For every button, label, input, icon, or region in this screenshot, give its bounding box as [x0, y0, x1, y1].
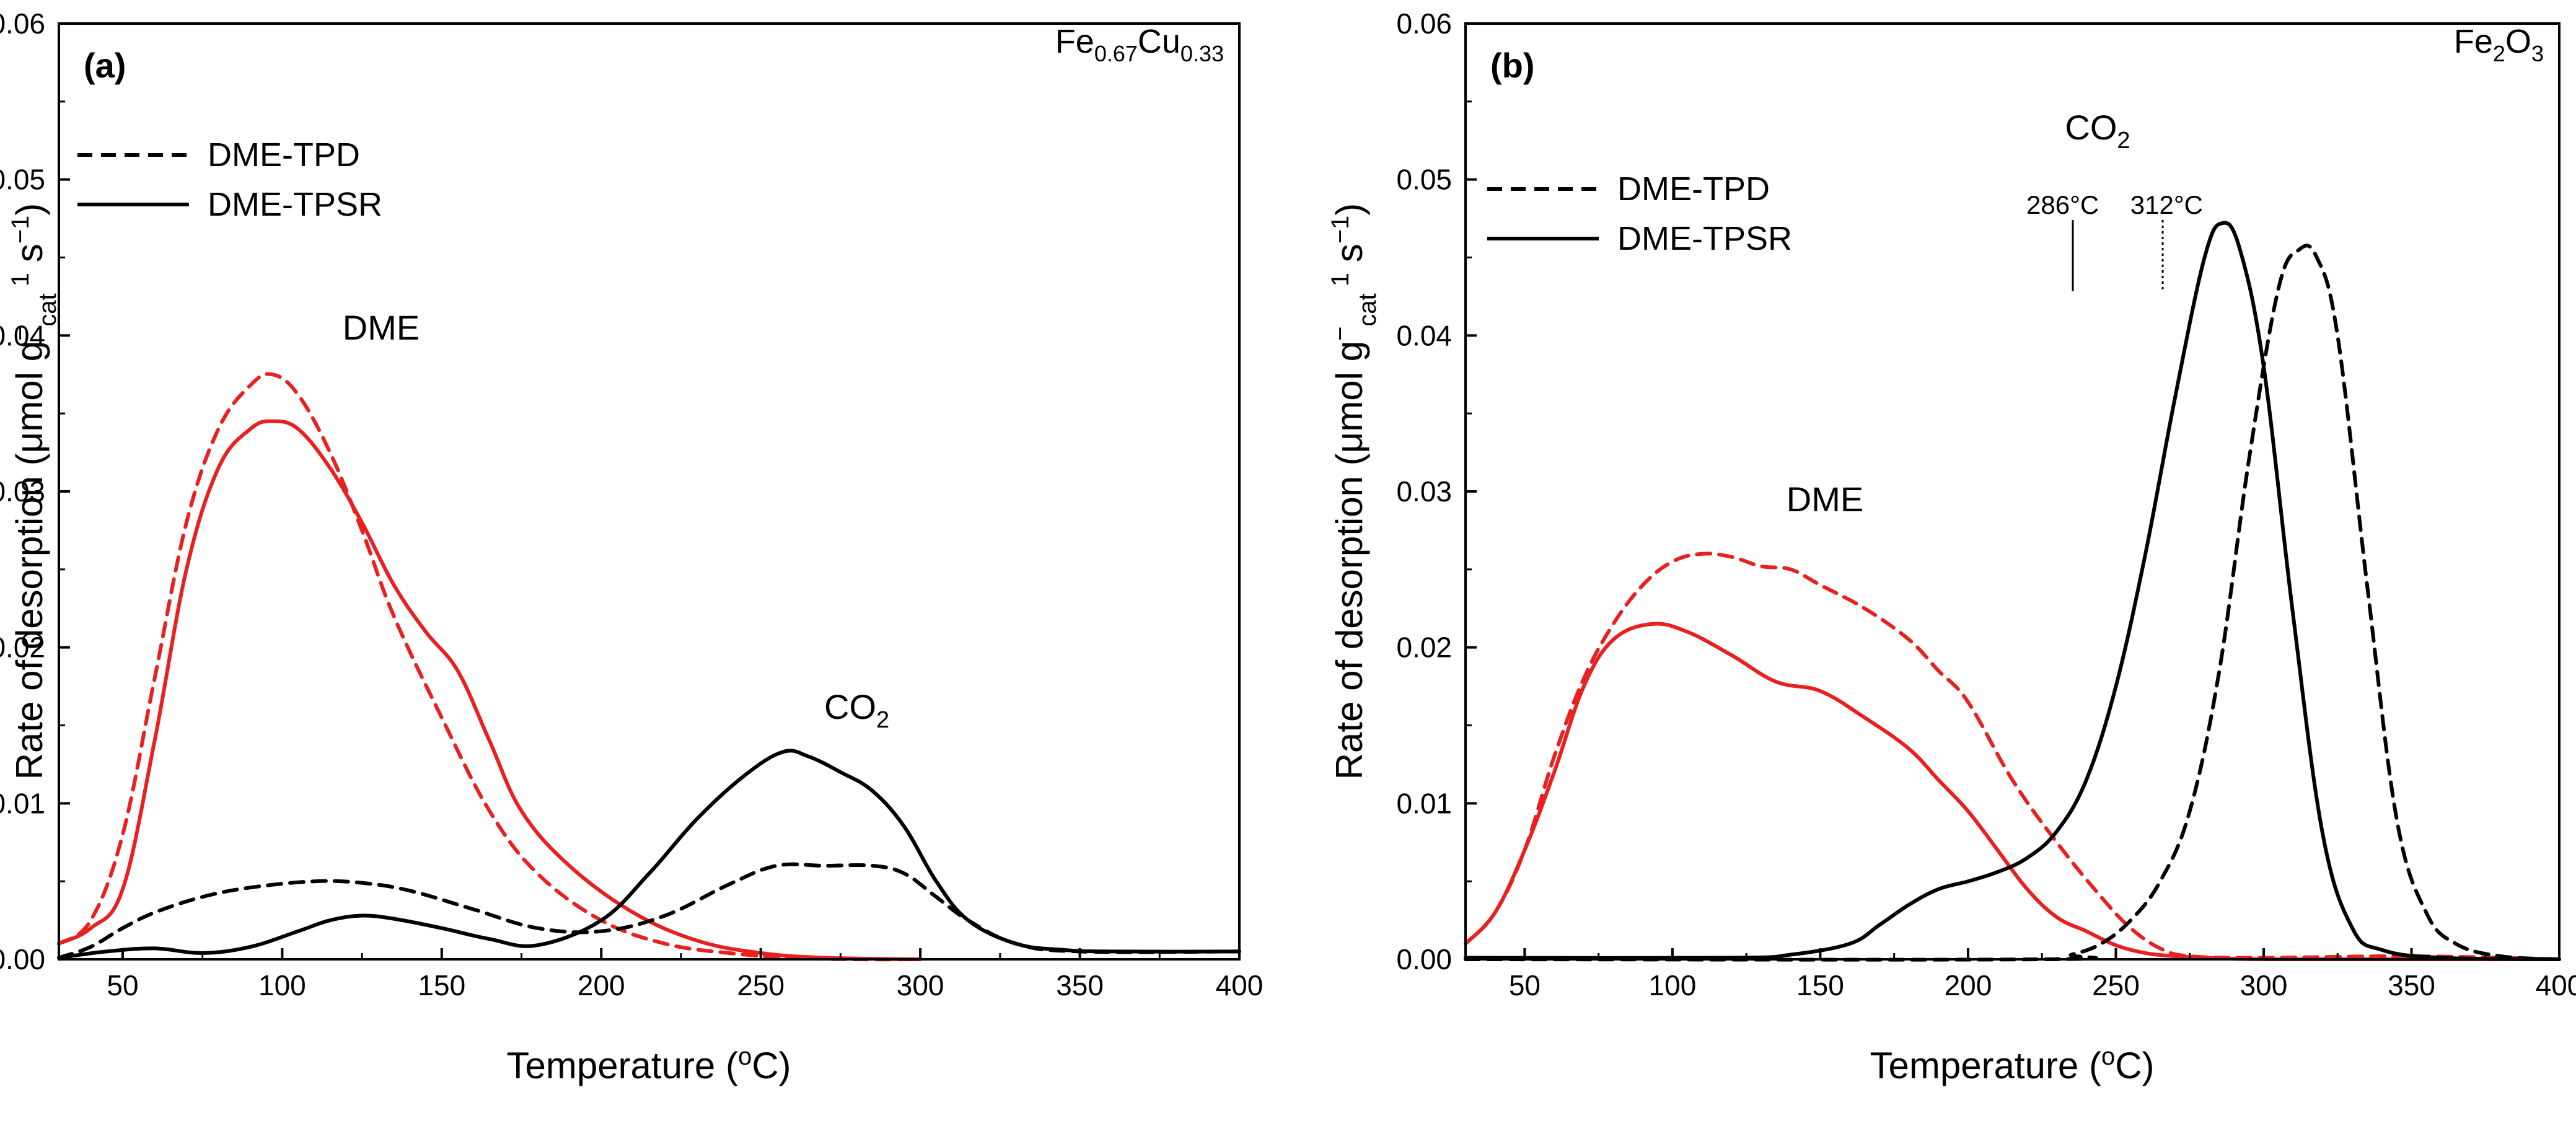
- panel-b-material-label: Fe2O3: [2454, 23, 2544, 66]
- x-tick-label: 200: [578, 969, 625, 1001]
- legend-label-tpd: DME-TPD: [208, 136, 360, 174]
- series-line-dme-dme-tpsr: [57, 419, 923, 961]
- panel-a-series: [57, 372, 1241, 962]
- y-tick-label: 0.02: [1396, 631, 1452, 664]
- x-tick-label: 350: [1056, 969, 1104, 1001]
- series-line-dme-dme-tpd: [1464, 552, 2561, 961]
- panel-a-dme-peak-label: DME: [343, 308, 420, 347]
- panel-a-x-axis-label: Temperature (oC): [506, 1043, 791, 1086]
- y-tick-label: 0.05: [0, 164, 45, 196]
- x-tick-label: 150: [1796, 969, 1844, 1001]
- x-tick-label: 50: [1509, 969, 1541, 1001]
- panel-a-legend: DME-TPD DME-TPSR: [77, 136, 382, 223]
- panel-b-annotation-312: 312°C: [2130, 190, 2203, 219]
- y-tick-label: 0.02: [0, 631, 45, 664]
- panel-b-x-axis-label: Temperature (oC): [1870, 1043, 2154, 1086]
- panel-b-series: [1464, 221, 2561, 962]
- series-line-co2-dme-tpd: [1464, 244, 2561, 962]
- x-tick-label: 400: [1216, 969, 1264, 1001]
- x-tick-label: 50: [107, 969, 138, 1001]
- x-tick-label: 150: [418, 969, 465, 1001]
- panel-b-co2-peak-label: CO2: [2065, 108, 2130, 154]
- x-tick-label: 250: [2092, 969, 2140, 1001]
- series-line-dme-dme-tpsr: [1464, 622, 2561, 962]
- x-tick-label: 400: [2536, 969, 2576, 1001]
- x-tick-label: 100: [258, 969, 306, 1001]
- y-tick-label: 0.06: [1396, 7, 1452, 40]
- y-tick-label: 0.04: [0, 319, 45, 351]
- panel-b-ticks: 50 100 150 200 250 300 350 400 0.00 0.01 0.02 0.03 0…: [1396, 7, 2576, 1001]
- y-tick-label: 0.05: [1396, 164, 1452, 196]
- series-line-co2-dme-tpsr: [57, 749, 1241, 960]
- series-line-co2-dme-tpsr: [1464, 221, 2561, 961]
- y-tick-label: 0.03: [0, 475, 45, 508]
- panel-a-y-axis-label: Rate of desorption (μmol g−cat 1 s−1): [7, 203, 61, 780]
- panel-a-ticks: 50 100 150 200 250 300 350 400 0.00 0.01 0.02 0.03 0…: [0, 7, 1263, 1001]
- panel-a-tag: (a): [84, 46, 126, 85]
- y-tick-label: 0.03: [1396, 475, 1452, 508]
- panel-b-annotation-286: 286°C: [2026, 190, 2099, 219]
- y-tick-label: 0.01: [1396, 787, 1452, 819]
- panel-b-legend: DME-TPD DME-TPSR: [1487, 170, 1792, 257]
- y-tick-label: 0.00: [0, 943, 45, 975]
- x-tick-label: 250: [737, 969, 785, 1001]
- x-tick-label: 300: [2240, 969, 2288, 1001]
- panel-b: 50 100 150 200 250 300 350 400 0.00 0.01 0.02 0.03 0…: [1327, 7, 2576, 1086]
- y-tick-label: 0.00: [1396, 943, 1452, 975]
- y-tick-label: 0.01: [0, 787, 45, 819]
- x-tick-label: 200: [1945, 969, 1992, 1001]
- x-tick-label: 350: [2388, 969, 2435, 1001]
- panel-a-material-label: Fe0.67Cu0.33: [1055, 23, 1224, 66]
- panel-a-co2-peak-label: CO2: [824, 687, 889, 733]
- x-tick-label: 100: [1649, 969, 1697, 1001]
- y-tick-label: 0.06: [0, 7, 45, 40]
- panel-b-tag: (b): [1490, 46, 1535, 85]
- x-tick-label: 300: [897, 969, 944, 1001]
- series-line-co2-dme-tpd: [57, 862, 1241, 960]
- legend-label-tpsr: DME-TPSR: [1617, 220, 1792, 257]
- panel-a: 50 100 150 200 250 300 350 400 0.00 0.01 0.02 0.03 0…: [0, 7, 1263, 1086]
- series-line-dme-dme-tpd: [57, 372, 923, 962]
- legend-label-tpd: DME-TPD: [1617, 170, 1770, 208]
- panel-b-dme-peak-label: DME: [1787, 480, 1863, 519]
- y-tick-label: 0.04: [1396, 319, 1452, 351]
- panel-b-y-axis-label: Rate of desorption (μmol g−cat 1 s−1): [1327, 203, 1381, 780]
- legend-label-tpsr: DME-TPSR: [208, 186, 382, 223]
